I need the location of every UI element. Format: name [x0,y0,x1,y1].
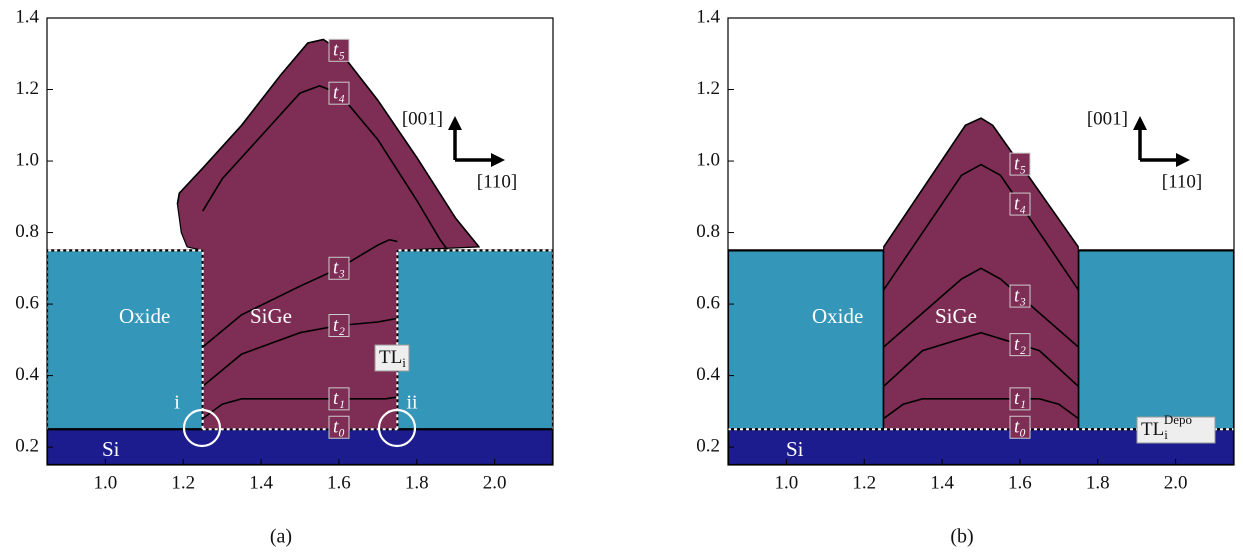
y-tick-label: 1.2 [696,78,720,99]
tl-sub: i [402,355,406,370]
region [47,429,553,465]
contour-label: t₅ [333,40,345,61]
direction-label: [110] [477,171,517,192]
region-label: Si [102,437,120,461]
plot-area [728,118,1234,465]
region-label: Si [786,437,804,461]
direction-arrow [1140,126,1180,160]
contour-label: t₃ [1014,285,1026,306]
panel: Si Oxide SiGe t₀ t₁ t₂ t₃ t₄ t₅ TLiDepo [001] [110]… [696,6,1234,547]
contour-label: t₀ [1014,417,1026,438]
x-tick-label: 1.0 [94,472,118,493]
tl-sup: Depo [1164,412,1192,427]
tl-label: TLi [379,347,406,370]
x-tick-label: 1.6 [1008,472,1032,493]
caption: (a) [270,526,292,548]
direction-label: [110] [1162,171,1202,192]
contour-label: t₂ [1014,334,1026,355]
y-tick-label: 0.4 [696,364,720,385]
tl-text: TL [379,347,402,368]
y-tick-label: 1.0 [696,149,720,170]
y-tick-label: 1.0 [15,149,39,170]
contour-label: t₁ [1014,388,1026,409]
contour-label: t₀ [333,417,345,438]
region-label: SiGe [250,304,292,328]
direction-arrow [455,126,495,160]
contour-label: t₄ [1014,193,1026,214]
y-tick-label: 1.4 [15,6,39,27]
y-tick-label: 0.8 [696,221,720,242]
y-tick-label: 0.2 [15,435,39,456]
tl-sub: i [1164,427,1168,442]
contour-label: t₃ [333,258,345,279]
y-tick-label: 1.4 [696,6,720,27]
plot-area [47,40,553,466]
contour-label: t₁ [333,388,345,409]
y-tick-label: 0.2 [696,435,720,456]
contour-label: t₄ [333,83,345,104]
y-tick-label: 0.6 [696,292,720,313]
direction-label: [001] [1087,108,1128,129]
direction-label: [001] [402,108,443,129]
region-label: Oxide [119,304,170,328]
x-tick-label: 1.8 [1086,472,1110,493]
x-tick-label: 2.0 [1164,472,1188,493]
tl-text: TL [1141,419,1164,440]
region-label: SiGe [935,304,977,328]
corner-label: i [174,392,180,414]
region-label: Oxide [812,304,863,328]
y-tick-label: 0.4 [15,364,39,385]
x-tick-label: 1.4 [930,472,954,493]
corner-label: ii [406,392,418,414]
y-tick-label: 0.8 [15,221,39,242]
y-tick-label: 0.6 [15,292,39,313]
figure: SiOxideSiGet₀t₁t₂t₃t₄t₅iiiTLi[001][110]0… [0,0,1243,552]
x-tick-label: 1.8 [405,472,429,493]
y-tick-label: 1.2 [15,78,39,99]
x-tick-label: 1.4 [249,472,273,493]
contour-label: t₂ [333,315,345,336]
x-tick-label: 1.2 [171,472,195,493]
x-tick-label: 1.0 [775,472,799,493]
x-tick-label: 1.2 [852,472,876,493]
contour-label: t₅ [1014,153,1026,174]
page: SiOxideSiGet₀t₁t₂t₃t₄t₅iiiTLi[001][110]0… [0,0,1243,552]
caption: (b) [950,526,973,548]
x-tick-label: 2.0 [483,472,507,493]
x-tick-label: 1.6 [327,472,351,493]
